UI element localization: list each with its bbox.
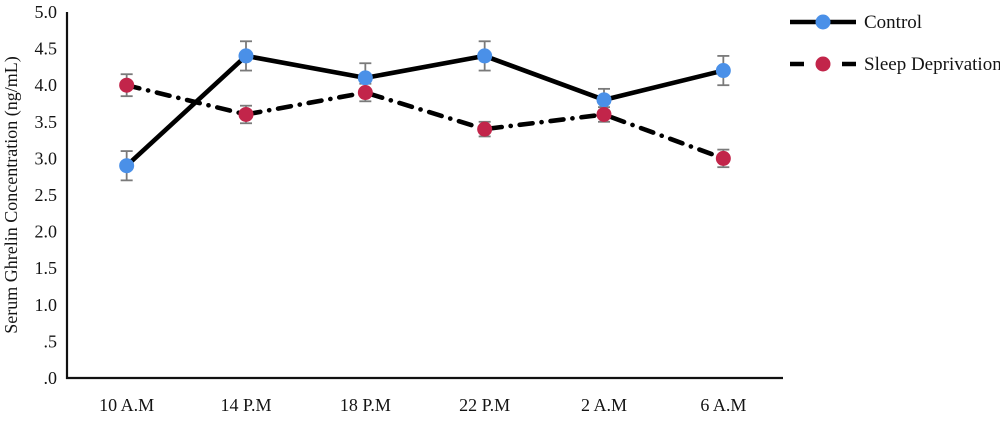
x-tick-label: 2 A.M — [581, 395, 627, 415]
sleep-deprivation-line-swatch-icon — [790, 56, 856, 72]
data-point — [119, 77, 135, 93]
x-tick-label: 6 A.M — [700, 395, 746, 415]
legend-label-control: Control — [864, 11, 923, 33]
data-point — [715, 150, 731, 166]
y-tick-label: 3.0 — [35, 148, 58, 168]
y-tick-label: 5.0 — [35, 2, 58, 22]
data-point — [238, 106, 254, 122]
data-point — [596, 92, 612, 108]
x-tick-label: 10 A.M — [99, 395, 154, 415]
data-point — [477, 48, 493, 64]
markers-sleep-deprivation — [119, 77, 731, 166]
y-axis-title: Serum Ghrelin Concentration (ng/mL) — [1, 56, 22, 333]
x-tick-label: 14 P.M — [220, 395, 271, 415]
data-point — [119, 158, 135, 174]
data-point — [477, 121, 493, 137]
y-tick-label: 1.0 — [35, 295, 58, 315]
legend-item-sleep-deprivation: Sleep Deprivation — [788, 50, 1000, 78]
y-tick-label: 2.0 — [35, 222, 58, 242]
control-line — [125, 53, 724, 168]
x-tick-label: 22 P.M — [459, 395, 510, 415]
error-bars-control — [120, 40, 730, 182]
y-tick-label: 4.0 — [35, 75, 58, 95]
chart-legend: Control Sleep Deprivation — [788, 8, 1000, 78]
data-point — [357, 85, 373, 101]
markers-control — [119, 48, 731, 174]
control-line-swatch-icon — [790, 14, 856, 30]
data-point — [715, 63, 731, 79]
sleep-deprivation-line — [124, 82, 726, 161]
data-point — [238, 48, 254, 64]
legend-item-control: Control — [788, 8, 1000, 36]
y-tick-label: .5 — [44, 331, 58, 351]
y-tick-label: 2.5 — [35, 185, 58, 205]
y-tick-label: 3.5 — [35, 112, 58, 132]
x-tick-label: 18 P.M — [340, 395, 391, 415]
legend-label-sleep-deprivation: Sleep Deprivation — [864, 53, 1000, 75]
y-tick-label: 4.5 — [35, 39, 58, 59]
y-tick-label: 1.5 — [35, 258, 58, 278]
data-point — [357, 70, 373, 86]
data-point — [596, 106, 612, 122]
y-tick-label: .0 — [44, 368, 58, 388]
